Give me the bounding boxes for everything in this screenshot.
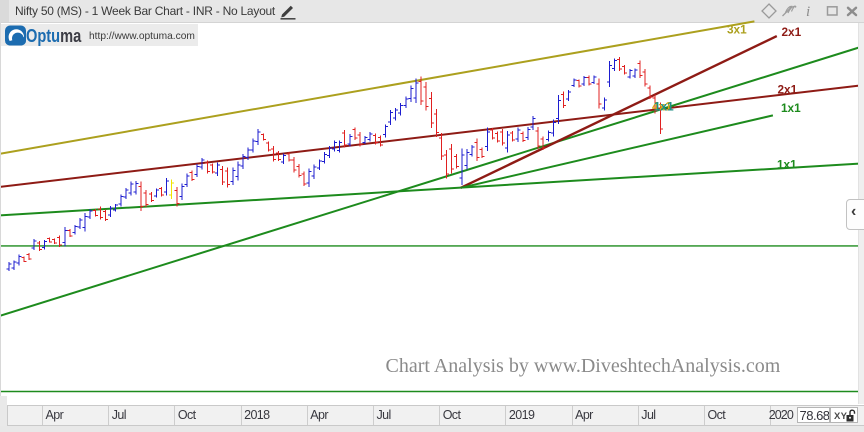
svg-text:1x1: 1x1 (777, 158, 797, 172)
svg-text:3x1: 3x1 (727, 23, 747, 37)
svg-text:4x1: 4x1 (652, 100, 672, 114)
svg-text:1x1: 1x1 (781, 101, 801, 115)
svg-text:2x1: 2x1 (778, 83, 798, 97)
svg-text:i: i (806, 4, 810, 20)
svg-text:1x1: 1x1 (654, 100, 674, 114)
svg-text:2x1: 2x1 (782, 25, 802, 39)
